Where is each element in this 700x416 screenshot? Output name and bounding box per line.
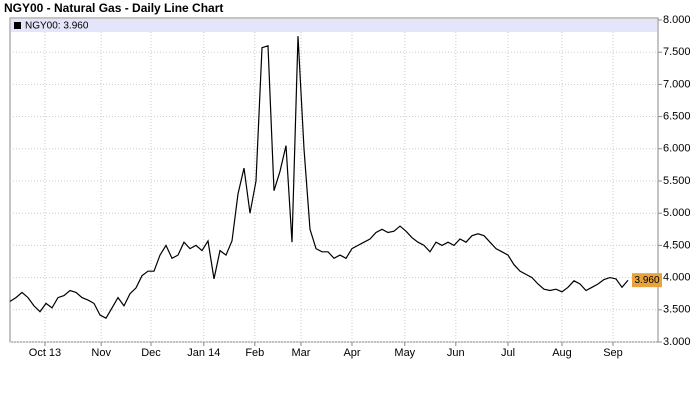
- y-tick-label: 7.000: [663, 78, 691, 90]
- last-price-label: 3.960: [634, 275, 659, 286]
- x-tick-label: Jun: [447, 347, 465, 359]
- x-tick-label: Jul: [501, 347, 515, 359]
- x-tick-label: Aug: [552, 347, 572, 359]
- y-tick-label: 4.000: [663, 272, 691, 284]
- x-tick-label: Jan 14: [187, 347, 220, 359]
- y-tick-label: 5.000: [663, 207, 691, 219]
- x-tick-label: Sep: [603, 347, 623, 359]
- legend-marker: [14, 22, 21, 29]
- x-tick-label: Oct 13: [29, 347, 61, 359]
- y-tick-label: 8.000: [663, 14, 691, 26]
- y-tick-label: 6.500: [663, 111, 691, 123]
- x-tick-label: Feb: [245, 347, 264, 359]
- plot-area: [9, 17, 659, 343]
- y-tick-label: 5.500: [663, 175, 691, 187]
- y-tick-label: 6.000: [663, 143, 691, 155]
- chart-title: NGY00 - Natural Gas - Daily Line Chart: [4, 1, 223, 15]
- x-tick-label: Apr: [343, 347, 360, 359]
- y-tick-label: 7.500: [663, 46, 691, 58]
- y-tick-label: 3.500: [663, 304, 691, 316]
- x-tick-label: May: [394, 347, 415, 359]
- y-tick-label: 4.500: [663, 239, 691, 251]
- legend-label: NGY00: 3.960: [25, 21, 89, 32]
- x-tick-label: Mar: [292, 347, 311, 359]
- x-tick-label: Dec: [141, 347, 161, 359]
- legend-band: [11, 19, 657, 32]
- y-tick-label: 3.000: [663, 336, 691, 348]
- x-tick-label: Nov: [91, 347, 111, 359]
- price-line: [9, 36, 629, 320]
- last-price-flag: [632, 273, 662, 288]
